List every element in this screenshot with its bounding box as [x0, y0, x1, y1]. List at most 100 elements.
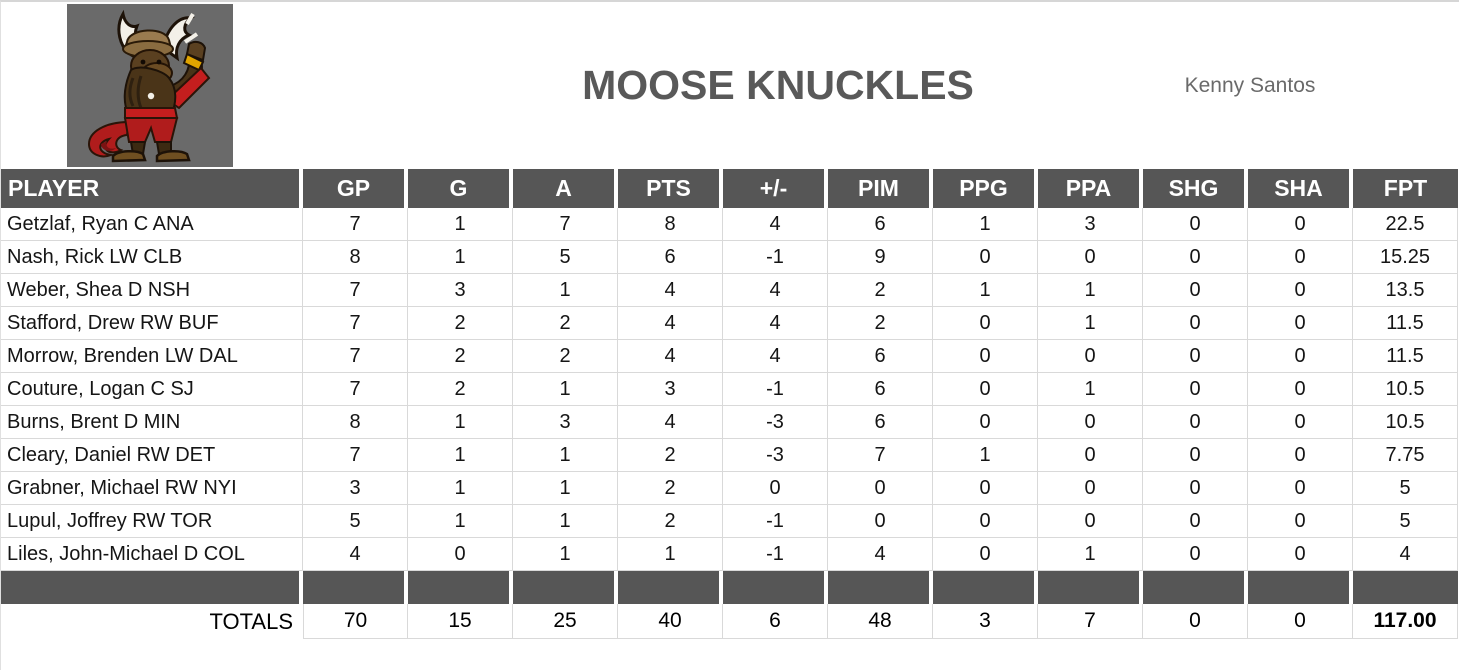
stat-cell-a[interactable]: 2: [513, 307, 618, 340]
stat-cell-shg[interactable]: 0: [1143, 241, 1248, 274]
stat-cell-pts[interactable]: 4: [618, 274, 723, 307]
stat-cell-sha[interactable]: 0: [1248, 505, 1353, 538]
stat-cell-ppa[interactable]: 1: [1038, 307, 1143, 340]
stat-cell-sha[interactable]: 0: [1248, 373, 1353, 406]
stat-cell-ppa[interactable]: 1: [1038, 538, 1143, 571]
stat-cell-a[interactable]: 1: [513, 538, 618, 571]
stat-cell-a[interactable]: 1: [513, 274, 618, 307]
stat-cell-plusminus[interactable]: -1: [723, 538, 828, 571]
stat-cell-sha[interactable]: 0: [1248, 439, 1353, 472]
stat-cell-g[interactable]: 1: [408, 208, 513, 241]
stat-cell-fpt[interactable]: 13.5: [1353, 274, 1458, 307]
stat-cell-ppg[interactable]: 1: [933, 208, 1038, 241]
stat-cell-ppa[interactable]: 0: [1038, 340, 1143, 373]
stat-cell-a[interactable]: 2: [513, 340, 618, 373]
stat-cell-shg[interactable]: 0: [1143, 373, 1248, 406]
stat-cell-gp[interactable]: 7: [303, 274, 408, 307]
stat-cell-plusminus[interactable]: 4: [723, 274, 828, 307]
player-name-cell[interactable]: Nash, Rick LW CLB: [1, 241, 303, 274]
player-name-cell[interactable]: Weber, Shea D NSH: [1, 274, 303, 307]
stat-cell-gp[interactable]: 7: [303, 307, 408, 340]
stat-cell-sha[interactable]: 0: [1248, 538, 1353, 571]
stat-cell-pim[interactable]: 2: [828, 307, 933, 340]
stat-cell-pts[interactable]: 2: [618, 472, 723, 505]
stat-cell-fpt[interactable]: 7.75: [1353, 439, 1458, 472]
stat-cell-ppg[interactable]: 1: [933, 439, 1038, 472]
column-header-shg[interactable]: SHG: [1143, 169, 1248, 208]
totals-stat-cell[interactable]: 0: [1248, 604, 1353, 639]
column-header-a[interactable]: A: [513, 169, 618, 208]
stat-cell-ppa[interactable]: 0: [1038, 241, 1143, 274]
stat-cell-shg[interactable]: 0: [1143, 472, 1248, 505]
column-header-pim[interactable]: PIM: [828, 169, 933, 208]
stat-cell-sha[interactable]: 0: [1248, 406, 1353, 439]
stat-cell-pim[interactable]: 0: [828, 505, 933, 538]
stat-cell-fpt[interactable]: 15.25: [1353, 241, 1458, 274]
player-name-cell[interactable]: Getzlaf, Ryan C ANA: [1, 208, 303, 241]
player-name-cell[interactable]: Burns, Brent D MIN: [1, 406, 303, 439]
stat-cell-ppg[interactable]: 0: [933, 472, 1038, 505]
stat-cell-ppa[interactable]: 0: [1038, 406, 1143, 439]
stat-cell-plusminus[interactable]: -1: [723, 373, 828, 406]
totals-fpt-cell[interactable]: 117.00: [1353, 604, 1458, 639]
stat-cell-a[interactable]: 5: [513, 241, 618, 274]
player-name-cell[interactable]: Stafford, Drew RW BUF: [1, 307, 303, 340]
stat-cell-shg[interactable]: 0: [1143, 439, 1248, 472]
stat-cell-g[interactable]: 1: [408, 439, 513, 472]
stat-cell-gp[interactable]: 4: [303, 538, 408, 571]
stat-cell-g[interactable]: 1: [408, 505, 513, 538]
player-name-cell[interactable]: Lupul, Joffrey RW TOR: [1, 505, 303, 538]
totals-stat-cell[interactable]: 3: [933, 604, 1038, 639]
stat-cell-ppa[interactable]: 0: [1038, 505, 1143, 538]
column-header-ppa[interactable]: PPA: [1038, 169, 1143, 208]
stat-cell-ppa[interactable]: 0: [1038, 439, 1143, 472]
player-name-cell[interactable]: Couture, Logan C SJ: [1, 373, 303, 406]
stat-cell-fpt[interactable]: 22.5: [1353, 208, 1458, 241]
totals-stat-cell[interactable]: 48: [828, 604, 933, 639]
stat-cell-shg[interactable]: 0: [1143, 274, 1248, 307]
stat-cell-gp[interactable]: 8: [303, 406, 408, 439]
totals-stat-cell[interactable]: 7: [1038, 604, 1143, 639]
stat-cell-ppa[interactable]: 1: [1038, 274, 1143, 307]
stat-cell-sha[interactable]: 0: [1248, 274, 1353, 307]
stat-cell-plusminus[interactable]: 4: [723, 307, 828, 340]
stat-cell-gp[interactable]: 8: [303, 241, 408, 274]
column-header-gp[interactable]: GP: [303, 169, 408, 208]
stat-cell-pts[interactable]: 3: [618, 373, 723, 406]
stat-cell-plusminus[interactable]: -1: [723, 505, 828, 538]
stat-cell-pim[interactable]: 4: [828, 538, 933, 571]
stat-cell-g[interactable]: 1: [408, 406, 513, 439]
stat-cell-ppg[interactable]: 0: [933, 373, 1038, 406]
player-name-cell[interactable]: Grabner, Michael RW NYI: [1, 472, 303, 505]
totals-stat-cell[interactable]: 25: [513, 604, 618, 639]
stat-cell-pts[interactable]: 2: [618, 505, 723, 538]
stat-cell-ppa[interactable]: 0: [1038, 472, 1143, 505]
player-name-cell[interactable]: Morrow, Brenden LW DAL: [1, 340, 303, 373]
stat-cell-ppg[interactable]: 0: [933, 406, 1038, 439]
stat-cell-ppg[interactable]: 1: [933, 274, 1038, 307]
stat-cell-shg[interactable]: 0: [1143, 505, 1248, 538]
stat-cell-gp[interactable]: 5: [303, 505, 408, 538]
stat-cell-ppa[interactable]: 1: [1038, 373, 1143, 406]
stat-cell-shg[interactable]: 0: [1143, 538, 1248, 571]
column-header-g[interactable]: G: [408, 169, 513, 208]
player-name-cell[interactable]: Cleary, Daniel RW DET: [1, 439, 303, 472]
totals-stat-cell[interactable]: 40: [618, 604, 723, 639]
stat-cell-sha[interactable]: 0: [1248, 208, 1353, 241]
stat-cell-pts[interactable]: 4: [618, 307, 723, 340]
totals-stat-cell[interactable]: 0: [1143, 604, 1248, 639]
stat-cell-fpt[interactable]: 10.5: [1353, 373, 1458, 406]
stat-cell-g[interactable]: 2: [408, 373, 513, 406]
stat-cell-a[interactable]: 1: [513, 472, 618, 505]
stat-cell-plusminus[interactable]: -3: [723, 439, 828, 472]
stat-cell-ppg[interactable]: 0: [933, 340, 1038, 373]
stat-cell-pts[interactable]: 4: [618, 340, 723, 373]
stat-cell-pts[interactable]: 6: [618, 241, 723, 274]
column-header-player[interactable]: PLAYER: [1, 169, 303, 208]
column-header-fpt[interactable]: FPT: [1353, 169, 1458, 208]
stat-cell-ppg[interactable]: 0: [933, 307, 1038, 340]
stat-cell-pim[interactable]: 6: [828, 208, 933, 241]
stat-cell-gp[interactable]: 7: [303, 208, 408, 241]
stat-cell-gp[interactable]: 3: [303, 472, 408, 505]
stat-cell-sha[interactable]: 0: [1248, 241, 1353, 274]
